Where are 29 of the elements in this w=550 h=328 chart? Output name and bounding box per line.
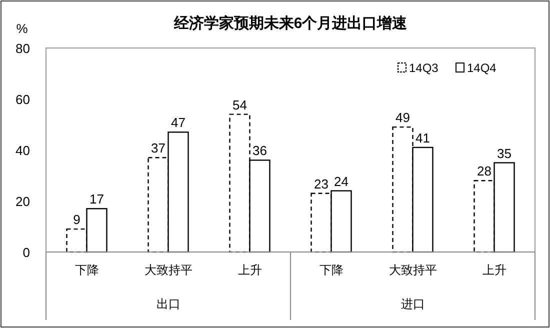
x-tick-label: 上升 (238, 263, 262, 277)
data-label: 41 (416, 130, 430, 146)
legend-label: 14Q3 (409, 61, 439, 75)
x-tick-label: 大致持平 (144, 263, 192, 277)
data-label: 17 (90, 192, 104, 207)
y-tick-label: 80 (16, 41, 30, 56)
x-tick-label: 下降 (319, 263, 344, 277)
data-label: 37 (151, 140, 166, 156)
x-tick-label: 上升 (482, 263, 506, 277)
y-tick-label: 20 (16, 194, 30, 209)
x-tick-label: 大致持平 (388, 263, 437, 277)
data-label: 49 (396, 110, 410, 126)
data-label: 47 (171, 115, 186, 130)
text: 进口 (400, 297, 425, 311)
data-label: 36 (252, 143, 267, 158)
data-label: 54 (232, 97, 247, 112)
y-tick-label: 40 (16, 143, 30, 158)
chart-title: 经济学家预期未来6个月进出口增速 (172, 14, 408, 32)
data-label: 9 (73, 212, 80, 228)
legend-label: 14Q4 (467, 61, 497, 75)
y-axis-title: % (16, 21, 28, 36)
data-label: 24 (334, 174, 348, 189)
data-label: 28 (477, 164, 492, 179)
data-label: 35 (497, 146, 512, 161)
text: 出口 (156, 297, 180, 311)
y-tick-label: 0 (22, 245, 30, 260)
y-tick-label: 60 (16, 92, 30, 107)
data-label: 23 (314, 176, 328, 192)
x-tick-label: 下降 (74, 263, 99, 277)
